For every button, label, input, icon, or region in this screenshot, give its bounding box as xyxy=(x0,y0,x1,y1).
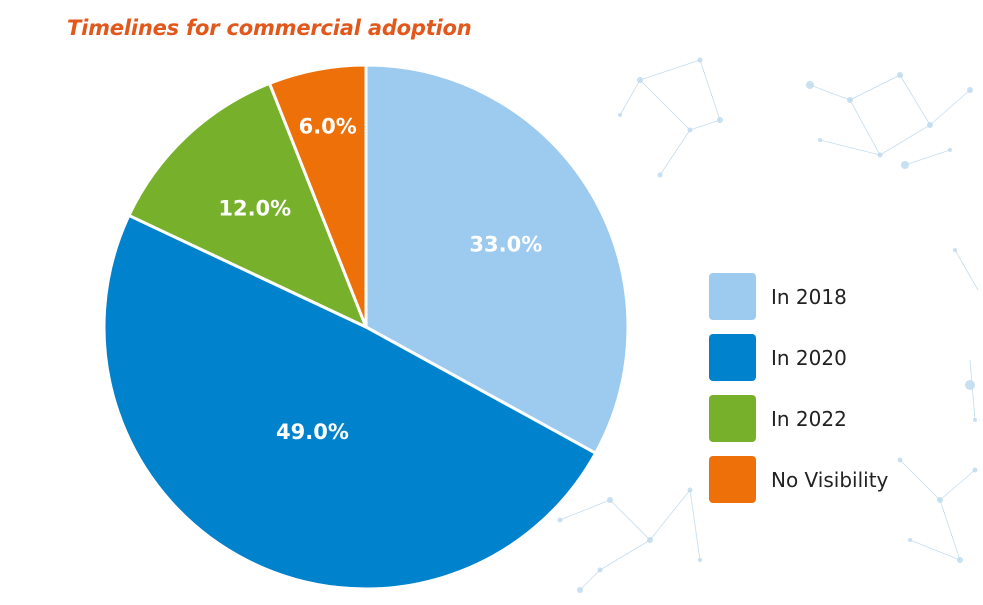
legend-label: In 2022 xyxy=(771,406,847,431)
legend-label: In 2020 xyxy=(771,345,847,370)
legend-label: No Visibility xyxy=(771,467,889,492)
network-background-decoration xyxy=(557,57,979,593)
pie-slice-in-2020 xyxy=(102,213,598,591)
legend-swatch xyxy=(709,334,756,381)
pie-slice-in-2018 xyxy=(364,63,630,455)
pie-slice-no-visibility xyxy=(268,63,368,329)
data-label-in-2022: 12.0% xyxy=(218,197,291,221)
legend: In 2018 In 2020 In 2022 No Visibility xyxy=(709,273,888,517)
pie-slice-in-2022 xyxy=(127,81,368,329)
chart-title: Timelines for commercial adoption xyxy=(67,16,472,40)
legend-label: In 2018 xyxy=(771,284,847,309)
legend-swatch xyxy=(709,456,756,503)
legend-swatch xyxy=(709,273,756,320)
legend-item-in-2018: In 2018 xyxy=(709,273,888,320)
data-label-in-2020: 49.0% xyxy=(276,420,349,444)
legend-swatch xyxy=(709,395,756,442)
legend-item-in-2022: In 2022 xyxy=(709,395,888,442)
data-label-no-visibility: 6.0% xyxy=(299,114,357,138)
legend-item-no-visibility: No Visibility xyxy=(709,456,888,503)
legend-item-in-2020: In 2020 xyxy=(709,334,888,381)
data-label-in-2018: 33.0% xyxy=(469,232,542,256)
